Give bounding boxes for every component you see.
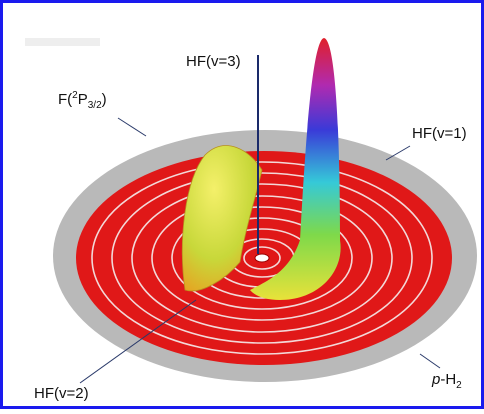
text: p (431, 371, 440, 388)
text: P (78, 91, 88, 108)
text: -H (440, 371, 456, 388)
label-hf-v2: HF(v=2) (34, 385, 89, 402)
leaders (79, 117, 441, 384)
hf-v2-bump (181, 145, 263, 292)
text: ) (102, 91, 107, 108)
center-ring (254, 253, 270, 263)
label-hf-v1: HF(v=1) (412, 125, 467, 142)
subscript: 3/2 (88, 100, 102, 111)
label-f-state: F(2P3/2) (58, 90, 107, 111)
label-p-h2: p-H2 (431, 371, 462, 391)
superscript: 2 (72, 90, 78, 101)
text: F( (58, 91, 72, 108)
smudge (25, 38, 100, 46)
label-hf-v3: HF(v=3) (186, 53, 241, 70)
hf-v1-peak (250, 38, 341, 300)
subscript: 2 (456, 380, 462, 391)
